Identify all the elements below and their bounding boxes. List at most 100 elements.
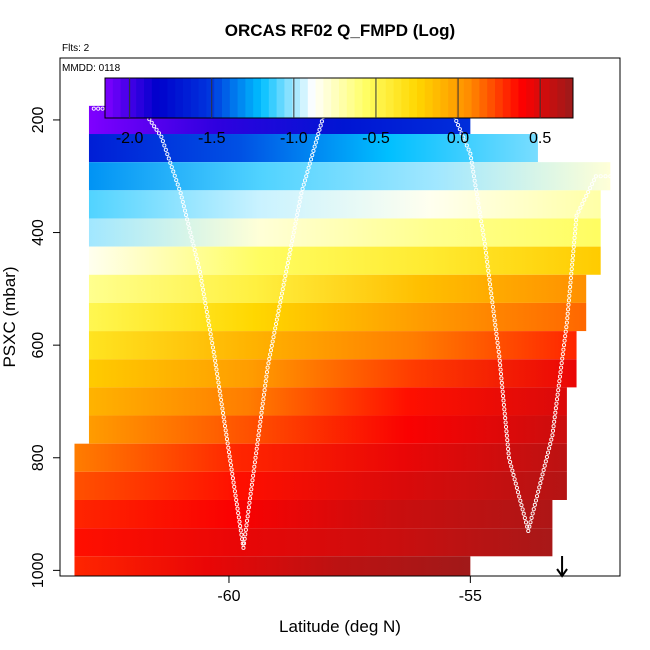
y-axis-label: PSXC (mbar) (0, 266, 19, 367)
track-point (217, 384, 222, 389)
track-point (196, 265, 201, 270)
heatmap-band (88, 331, 577, 360)
track-point (281, 282, 286, 287)
colorbar-swatch (222, 78, 231, 118)
track-point (233, 493, 238, 498)
track-point (162, 143, 167, 148)
track-point (494, 331, 499, 336)
track-point (230, 471, 235, 476)
track-point (537, 485, 542, 490)
track-point (265, 365, 270, 370)
track-point (154, 127, 159, 132)
track-point (301, 182, 306, 187)
track-point (563, 334, 568, 339)
track-point (213, 358, 218, 363)
track-point (483, 246, 488, 251)
track-point (315, 136, 320, 141)
track-point (160, 139, 165, 144)
heatmap-band (88, 246, 601, 275)
track-point (512, 477, 517, 482)
track-point (558, 370, 563, 375)
colorbar-swatch (245, 78, 254, 118)
track-point (565, 316, 570, 321)
track-point (502, 407, 507, 412)
track-point (484, 255, 489, 260)
track-point (588, 186, 593, 191)
track-point (237, 519, 242, 524)
colorbar-swatch (510, 78, 519, 118)
colorbar-swatch (424, 78, 434, 118)
x-tick-label: -60 (217, 588, 240, 605)
track-point (241, 545, 246, 550)
colorbar-swatch (456, 78, 465, 118)
colorbar-swatch (448, 78, 457, 118)
track-point (563, 329, 568, 334)
track-point (159, 134, 164, 139)
track-point (270, 339, 275, 344)
track-point (565, 311, 570, 316)
track-point (289, 243, 294, 248)
track-point (258, 415, 263, 420)
track-point (253, 455, 258, 460)
track-point (567, 293, 572, 298)
track-point (260, 401, 265, 406)
colorbar-swatch (541, 78, 551, 118)
track-point (190, 239, 195, 244)
track-point (204, 305, 209, 310)
track-point (503, 416, 508, 421)
track-point (505, 442, 510, 447)
track-point (529, 515, 534, 520)
track-point (262, 388, 267, 393)
track-point (261, 392, 267, 397)
track-point (538, 481, 543, 486)
track-point (208, 332, 213, 337)
track-point (234, 497, 239, 503)
track-point (548, 441, 553, 446)
heatmap-band (88, 302, 587, 332)
track-point (215, 376, 220, 381)
track-point (540, 472, 545, 477)
track-point (561, 343, 567, 348)
colorbar-swatch (253, 78, 262, 118)
track-point (454, 118, 459, 124)
track-point (171, 169, 176, 174)
track-point (551, 424, 556, 429)
track-point (299, 191, 304, 196)
track-point (201, 292, 206, 297)
track-point (220, 410, 226, 416)
heatmap-layer (74, 105, 611, 576)
track-point (503, 424, 509, 429)
track-point (207, 327, 212, 332)
track-point (570, 262, 575, 267)
heatmap-band (88, 274, 587, 303)
track-point (245, 514, 250, 519)
track-point (494, 336, 500, 341)
colorbar-swatch (417, 78, 426, 118)
track-point (243, 532, 248, 537)
track-point (256, 433, 261, 438)
track-point (218, 393, 223, 398)
track-point (560, 352, 565, 357)
track-point (483, 250, 489, 255)
track-point (296, 204, 301, 209)
track-point (497, 358, 502, 363)
track-point (279, 295, 284, 300)
track-point (466, 147, 471, 152)
track-point (482, 241, 487, 246)
track-point (254, 446, 259, 451)
track-point (474, 192, 479, 197)
track-point (559, 365, 564, 370)
colorbar-swatch (354, 78, 363, 118)
track-point (168, 160, 173, 165)
track-point (562, 338, 567, 343)
track-point (313, 140, 318, 145)
colorbar-swatch (495, 78, 504, 118)
track-point (476, 201, 481, 206)
colorbar-swatch (190, 78, 200, 118)
track-point (459, 131, 464, 136)
track-point (477, 210, 482, 215)
track-point (553, 406, 558, 411)
track-point (255, 437, 260, 442)
track-point (516, 490, 521, 495)
